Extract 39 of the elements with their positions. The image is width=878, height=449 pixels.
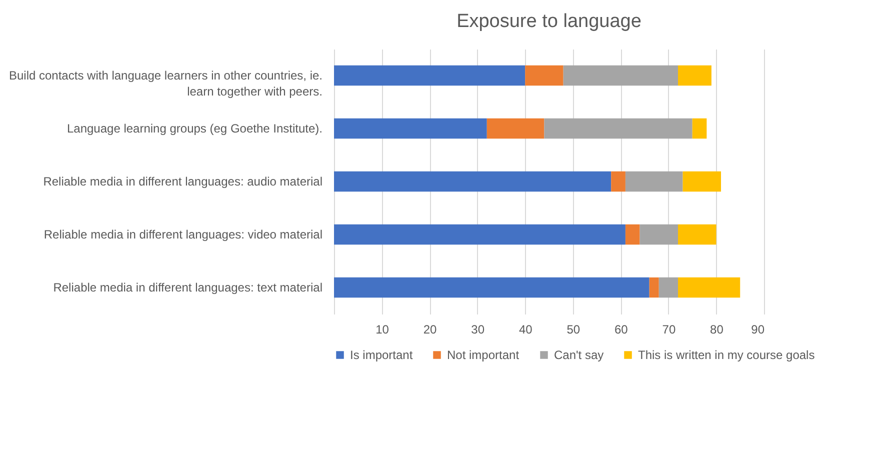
chart-title: Exposure to language [456,11,642,32]
bar [649,277,659,298]
x-tick-label: 90 [751,322,765,336]
bar [611,171,626,192]
bar [525,65,564,86]
bar [658,277,678,298]
x-tick-label: 40 [518,322,533,336]
legend-label: Not important [447,348,520,362]
bar [625,171,683,192]
bar [692,118,707,139]
y-tick-label: Reliable media in different languages: audio material [43,174,322,188]
legend-label: This is written in my course goals [638,348,815,362]
bar [486,118,544,139]
bar [544,118,692,139]
x-tick-label: 80 [710,322,724,336]
bar [625,224,640,245]
x-tick-label: 20 [423,322,438,336]
x-tick-label: 10 [376,322,390,336]
bar [334,171,612,192]
bar [563,65,678,86]
bar [640,224,678,245]
y-tick-label: Build contacts with language learners in other countries, ie. learn together with peers. [8,68,322,98]
x-tick-label: 60 [614,322,628,336]
bar [334,277,650,298]
y-tick-label: Reliable media in different languages: video material [44,228,322,242]
bar [678,65,712,86]
bar [334,224,626,245]
bar [334,118,487,139]
y-tick-label: Language learning groups (eg Goethe Institute). [66,122,322,136]
bar [682,171,721,192]
bar [678,277,740,298]
bar [334,65,526,86]
x-tick-label: 50 [566,322,580,336]
x-tick-label: 70 [662,322,676,336]
legend-label: Is important [350,348,414,362]
bar [678,224,716,245]
x-tick-label: 30 [471,322,485,336]
legend-label: Can't say [554,348,604,362]
y-tick-label: Reliable media in different languages: text material [53,280,322,294]
